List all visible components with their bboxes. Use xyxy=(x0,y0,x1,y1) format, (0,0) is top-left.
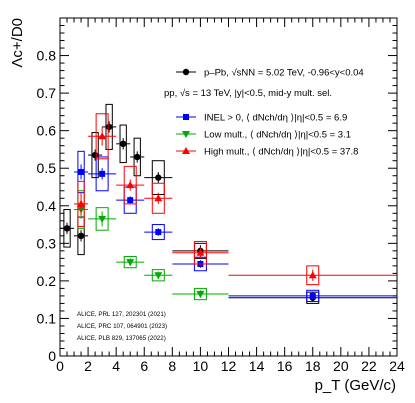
data-point xyxy=(154,272,163,280)
x-tick-label: 4 xyxy=(112,358,120,374)
x-tick-label: 14 xyxy=(249,358,265,374)
data-point xyxy=(126,181,135,189)
data-series xyxy=(74,190,229,301)
x-tick-label: 22 xyxy=(361,358,377,374)
data-point xyxy=(196,291,205,299)
data-point xyxy=(196,248,205,256)
y-tick-label: 0.6 xyxy=(37,123,57,139)
legend-label-high: High mult., ⟨ dNch/dη ⟩|η|<0.5 = 37.8 xyxy=(204,147,358,158)
legend-entry-high: High mult., ⟨ dNch/dη ⟩|η|<0.5 = 37.8 xyxy=(176,147,358,158)
data-point xyxy=(154,194,163,202)
x-tick-label: 18 xyxy=(305,358,321,374)
y-axis-title: Λc+/D0 xyxy=(9,18,26,68)
data-point xyxy=(78,168,85,175)
data-series xyxy=(74,113,397,286)
y-tick-label: 0.1 xyxy=(37,310,57,326)
legend: p–Pb, √sNN = 5.02 TeV, -0.96<y<0.04 pp, … xyxy=(164,68,364,158)
data-layer xyxy=(60,103,397,304)
legend-label-low: Low mult., ⟨ dNch/dη ⟩|η|<0.5 = 3.1 xyxy=(204,130,351,141)
legend-marker-ppb xyxy=(182,68,190,76)
references: ALICE, PRL 127, 202301 (2021) ALICE, PRC… xyxy=(77,311,167,342)
legend-marker-high xyxy=(182,147,190,154)
y-tick-label: 0.5 xyxy=(37,160,57,176)
x-tick-label: 24 xyxy=(389,358,405,374)
axis-ticks: 0 2 4 6 8 10 12 14 16 18 20 22 2400.10.20.30.40.50.6… xyxy=(37,18,405,374)
data-point xyxy=(98,215,107,223)
x-tick-label: 20 xyxy=(333,358,349,374)
data-point xyxy=(134,153,141,161)
y-tick-label: 0 xyxy=(48,348,56,364)
x-tick-label: 12 xyxy=(221,358,237,374)
x-tick-label: 0 xyxy=(56,358,64,374)
reference-2: ALICE, PRC 107, 064901 (2023) xyxy=(77,323,167,330)
y-tick-label: 0.3 xyxy=(37,235,57,251)
data-point xyxy=(155,229,162,236)
y-tick-label: 0.7 xyxy=(37,85,57,101)
x-tick-label: 2 xyxy=(84,358,92,374)
legend-header-pp: pp, √s = 13 TeV, |y|<0.5, mid-y mult. se… xyxy=(164,88,332,99)
legend-marker-low xyxy=(182,131,190,138)
data-point xyxy=(127,197,134,204)
data-point xyxy=(308,271,317,279)
reference-1: ALICE, PRL 127, 202301 (2021) xyxy=(77,311,166,318)
x-axis-title: p_T (GeV/c) xyxy=(315,377,396,394)
data-point xyxy=(77,199,86,207)
x-tick-label: 6 xyxy=(140,358,148,374)
data-series xyxy=(74,150,397,303)
data-point xyxy=(309,292,316,299)
data-point xyxy=(155,174,162,181)
data-point xyxy=(63,225,71,232)
legend-label-ppb: p–Pb, √sNN = 5.02 TeV, -0.96<y<0.04 xyxy=(204,68,364,79)
data-point xyxy=(98,132,107,140)
legend-entry-low: Low mult., ⟨ dNch/dη ⟩|η|<0.5 = 3.1 xyxy=(176,130,351,141)
data-point xyxy=(119,140,127,148)
x-tick-label: 16 xyxy=(277,358,293,374)
y-tick-label: 0.8 xyxy=(37,48,57,64)
y-tick-label: 0.4 xyxy=(37,198,57,214)
data-point xyxy=(77,232,85,240)
x-tick-label: 8 xyxy=(168,358,176,374)
data-point xyxy=(105,123,113,131)
y-tick-label: 0.2 xyxy=(37,273,57,289)
legend-entry-ppb: p–Pb, √sNN = 5.02 TeV, -0.96<y<0.04 xyxy=(176,68,364,79)
x-tick-label: 10 xyxy=(193,358,209,374)
legend-entry-inel: INEL > 0, ⟨ dNch/dη ⟩|η|<0.5 = 6.9 xyxy=(176,113,347,124)
legend-label-inel: INEL > 0, ⟨ dNch/dη ⟩|η|<0.5 = 6.9 xyxy=(204,113,347,124)
reference-3: ALICE, PLB 829, 137065 (2022) xyxy=(77,335,166,342)
legend-marker-inel xyxy=(183,114,189,120)
data-point xyxy=(99,170,106,177)
data-point xyxy=(126,259,135,267)
